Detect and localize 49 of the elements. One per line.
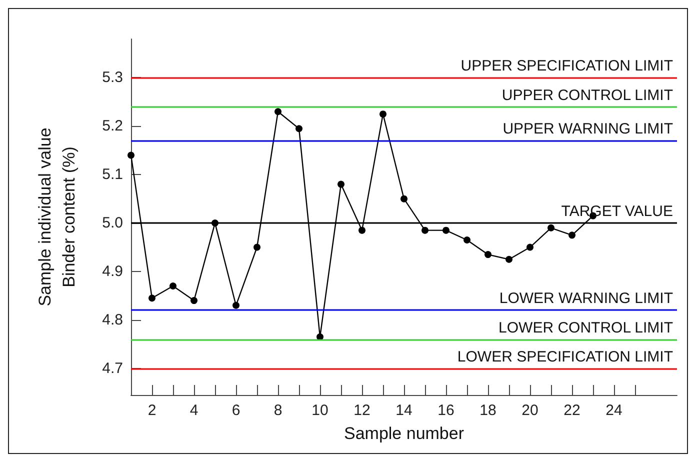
- point: [232, 302, 240, 309]
- x-tick-label: 8: [274, 402, 282, 419]
- y-tick-label: 5.3: [102, 69, 123, 86]
- point: [548, 224, 554, 232]
- y-tick-label: 5.2: [102, 118, 123, 135]
- x-tick-label: 18: [480, 402, 496, 419]
- point: [316, 333, 324, 340]
- point: [190, 297, 198, 304]
- ref-line-label: UPPER SPECIFICATION LIMIT: [460, 58, 673, 75]
- point: [170, 282, 176, 290]
- ref-line-label: LOWER SPECIFICATION LIMIT: [457, 348, 673, 366]
- x-tick-label: 4: [190, 402, 198, 419]
- x-tick-label: 2: [148, 402, 156, 419]
- point: [422, 226, 428, 234]
- x-tick-label: 10: [312, 402, 328, 419]
- x-tick-label: 6: [232, 402, 240, 419]
- point: [254, 244, 260, 251]
- point: [128, 152, 134, 159]
- ref-line-label: TARGET VALUE: [561, 203, 673, 220]
- ref-line-label: UPPER CONTROL LIMIT: [502, 86, 673, 104]
- point: [568, 232, 576, 239]
- x-tick-label: 12: [354, 402, 370, 419]
- point: [442, 226, 450, 234]
- point: [338, 180, 344, 188]
- y-tick-label: 4.8: [102, 311, 123, 328]
- point: [358, 226, 366, 234]
- x-tick-label: 14: [396, 402, 412, 419]
- ref-line-label: UPPER WARNING LIMIT: [502, 120, 673, 138]
- x-axis-title: Sample number: [344, 424, 464, 443]
- y-tick-label: 5.0: [102, 214, 123, 232]
- point: [296, 125, 302, 132]
- x-tick-label: 20: [522, 402, 538, 419]
- x-tick-label: 16: [438, 402, 454, 419]
- ref-line-label: LOWER CONTROL LIMIT: [498, 319, 673, 336]
- y-tick-label: 5.1: [102, 166, 123, 184]
- point: [464, 236, 470, 244]
- point: [484, 251, 492, 258]
- y-tick-label: 4.7: [102, 360, 123, 377]
- point: [506, 256, 512, 263]
- point: [400, 195, 408, 202]
- point: [526, 244, 534, 251]
- ref-line-label: LOWER WARNING LIMIT: [499, 290, 673, 308]
- x-tick-label: 22: [564, 402, 580, 419]
- y-tick-label: 4.9: [102, 262, 123, 280]
- x-tick-label: 24: [606, 402, 622, 419]
- y-axis-title: Sample individual value Binder content (%): [36, 128, 78, 306]
- point: [148, 294, 156, 302]
- point: [380, 110, 386, 118]
- point: [274, 108, 282, 116]
